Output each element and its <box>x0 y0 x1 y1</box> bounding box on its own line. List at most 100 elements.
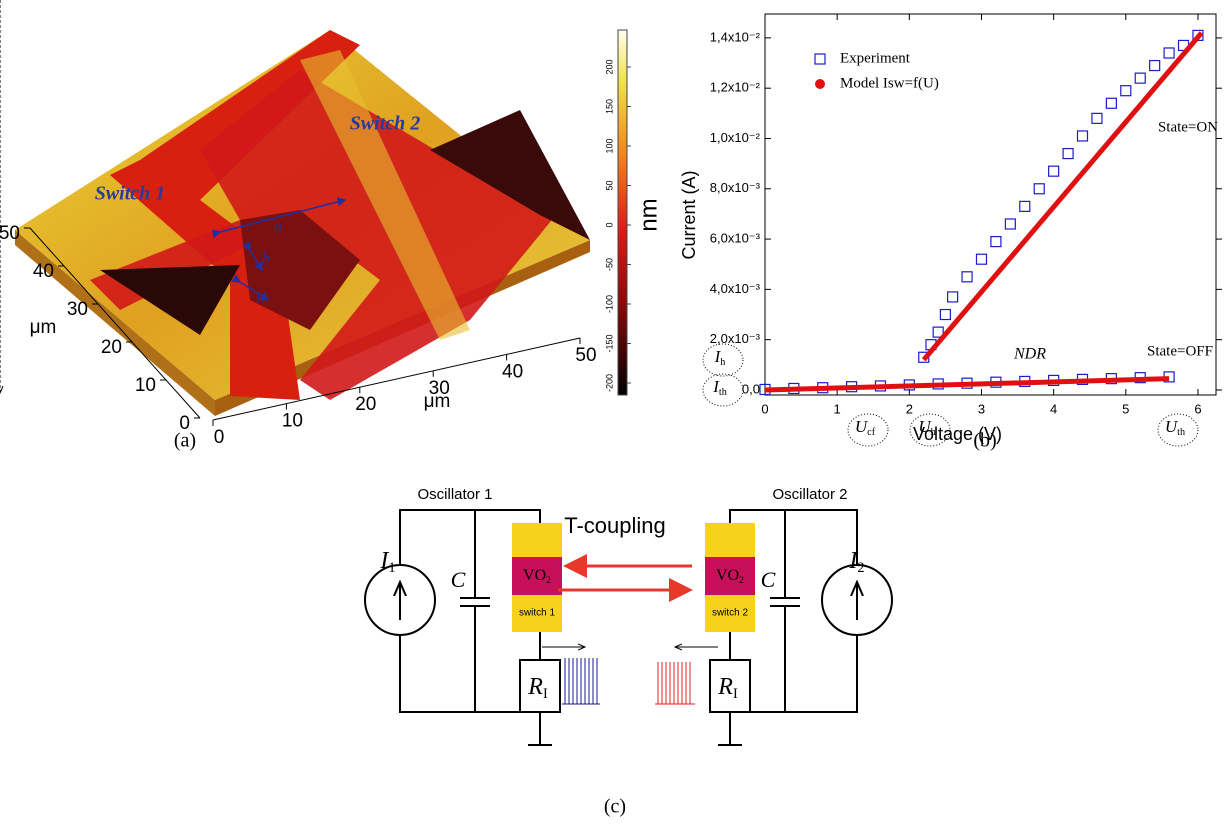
annotation: State=OFF <box>1147 343 1213 359</box>
marker <box>939 308 952 321</box>
afm-surface <box>15 29 628 421</box>
marker <box>1120 85 1132 97</box>
label-main: I <box>848 548 858 574</box>
colorbar-tick-label: -200 <box>604 374 614 392</box>
label: Ih <box>714 347 726 369</box>
annotation: NDR <box>1013 346 1046 363</box>
label: I2 <box>848 548 864 577</box>
panel-label: (c) <box>604 796 626 818</box>
label-subscript: h <box>931 427 936 438</box>
marker <box>1134 72 1146 84</box>
annotation-circle <box>702 373 744 407</box>
label: VO2 <box>716 567 744 586</box>
axis-title: μm <box>30 317 57 338</box>
colorbar-tick-label: -50 <box>604 258 614 271</box>
oscillator-name: Oscillator 1 <box>417 486 492 503</box>
x-tick-label: 0 <box>214 427 225 448</box>
circuit <box>364 509 893 746</box>
oscillator-name: Oscillator 2 <box>772 486 847 503</box>
marker <box>1062 147 1074 160</box>
label-main: U <box>918 417 932 436</box>
label: Uh <box>918 417 935 439</box>
label-subscript: h <box>720 357 725 368</box>
marker <box>1048 165 1060 177</box>
annotation-circle <box>702 343 744 377</box>
colorbar-title: nm <box>635 198 662 231</box>
axis-title: μm <box>424 391 451 412</box>
y-tick-label: 0,0 <box>742 381 760 396</box>
colorbar-tick-label: 100 <box>604 138 614 153</box>
marker <box>1033 183 1045 195</box>
label: Ith <box>712 377 727 399</box>
marker <box>1163 47 1175 59</box>
annotation-circle <box>847 413 889 447</box>
y-tick-label: 8,0x10⁻³ <box>710 180 761 195</box>
x-tick-label: 5 <box>1122 401 1129 416</box>
label: VO2 <box>523 567 551 586</box>
label-main: U <box>1165 417 1179 436</box>
x-tick-label: 2 <box>906 401 913 416</box>
label-subscript: th <box>1177 427 1185 438</box>
panel-label: (a) <box>174 430 196 452</box>
label-main: R <box>717 674 733 700</box>
label-subscript: 2 <box>546 575 551 586</box>
colorbar-tick-label: 200 <box>604 59 614 74</box>
label-subscript: 2 <box>857 560 864 576</box>
switch-label: Switch 1 <box>95 183 166 205</box>
label: I1 <box>379 548 395 577</box>
marker <box>947 291 959 303</box>
colorbar-tick-label: 0 <box>604 222 614 227</box>
capacitor-label: C <box>451 567 466 592</box>
switch-name: switch 2 <box>712 608 749 619</box>
capacitor-label: C <box>761 567 776 592</box>
annotation: State=ON <box>1158 119 1218 135</box>
y-tick-label: 40 <box>33 261 54 282</box>
label-subscript: cf <box>867 427 876 438</box>
colorbar-tick-label: -100 <box>604 295 614 313</box>
x-tick-label: 1 <box>834 401 841 416</box>
label: Ucf <box>855 417 876 439</box>
marker <box>1105 97 1117 109</box>
label-subscript: th <box>719 387 727 398</box>
label-main: I <box>714 347 722 366</box>
plot-frame <box>764 13 1217 396</box>
dimension-label: a <box>274 219 282 236</box>
legend-marker <box>814 53 826 65</box>
label-subscript: I <box>543 686 548 702</box>
marker <box>975 253 988 265</box>
y-tick-label: 4,0x10⁻³ <box>710 281 761 296</box>
label-main: U <box>855 417 869 436</box>
label-main: VO <box>716 567 739 584</box>
label-subscript: I <box>733 686 738 702</box>
colorbar-tick-label: 150 <box>604 99 614 114</box>
x-tick-label: 4 <box>1050 401 1057 416</box>
x-tick-label: 40 <box>502 361 523 382</box>
label-main: I <box>712 377 720 396</box>
switch-label: Switch 2 <box>350 113 421 135</box>
y-tick-label: 0 <box>179 413 190 434</box>
label: RI <box>717 674 738 703</box>
x-tick-label: 6 <box>1194 401 1201 416</box>
switch-name: switch 1 <box>519 608 556 619</box>
label-main: R <box>527 674 543 700</box>
label-subscript: 2 <box>739 575 744 586</box>
annotation-circle <box>1157 413 1199 447</box>
legend-marker <box>815 79 825 89</box>
annotation-circle <box>909 413 951 447</box>
x-axis-title: Voltage (V) <box>913 424 1002 444</box>
y-tick-label: 50 <box>0 223 20 244</box>
y-tick-label: 1,4x10⁻² <box>710 29 761 44</box>
colorbar-tick-label: -150 <box>604 334 614 352</box>
coupling-title: T-coupling <box>564 513 666 538</box>
label: Uth <box>1165 417 1185 439</box>
y-tick-label: 2,0x10⁻³ <box>710 331 761 346</box>
x-tick-label: 0 <box>761 401 768 416</box>
marker <box>1004 218 1016 230</box>
label: RI <box>527 674 548 703</box>
marker <box>932 326 944 338</box>
x-tick-label: 20 <box>355 394 376 415</box>
marker <box>990 235 1002 248</box>
y-axis-title: Current (A) <box>679 170 699 259</box>
y-tick-label: 1,0x10⁻² <box>710 130 761 145</box>
